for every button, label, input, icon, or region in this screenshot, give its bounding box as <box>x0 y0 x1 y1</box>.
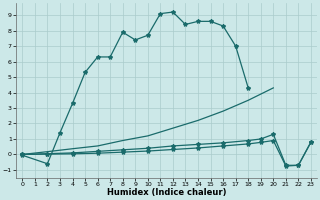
X-axis label: Humidex (Indice chaleur): Humidex (Indice chaleur) <box>107 188 226 197</box>
